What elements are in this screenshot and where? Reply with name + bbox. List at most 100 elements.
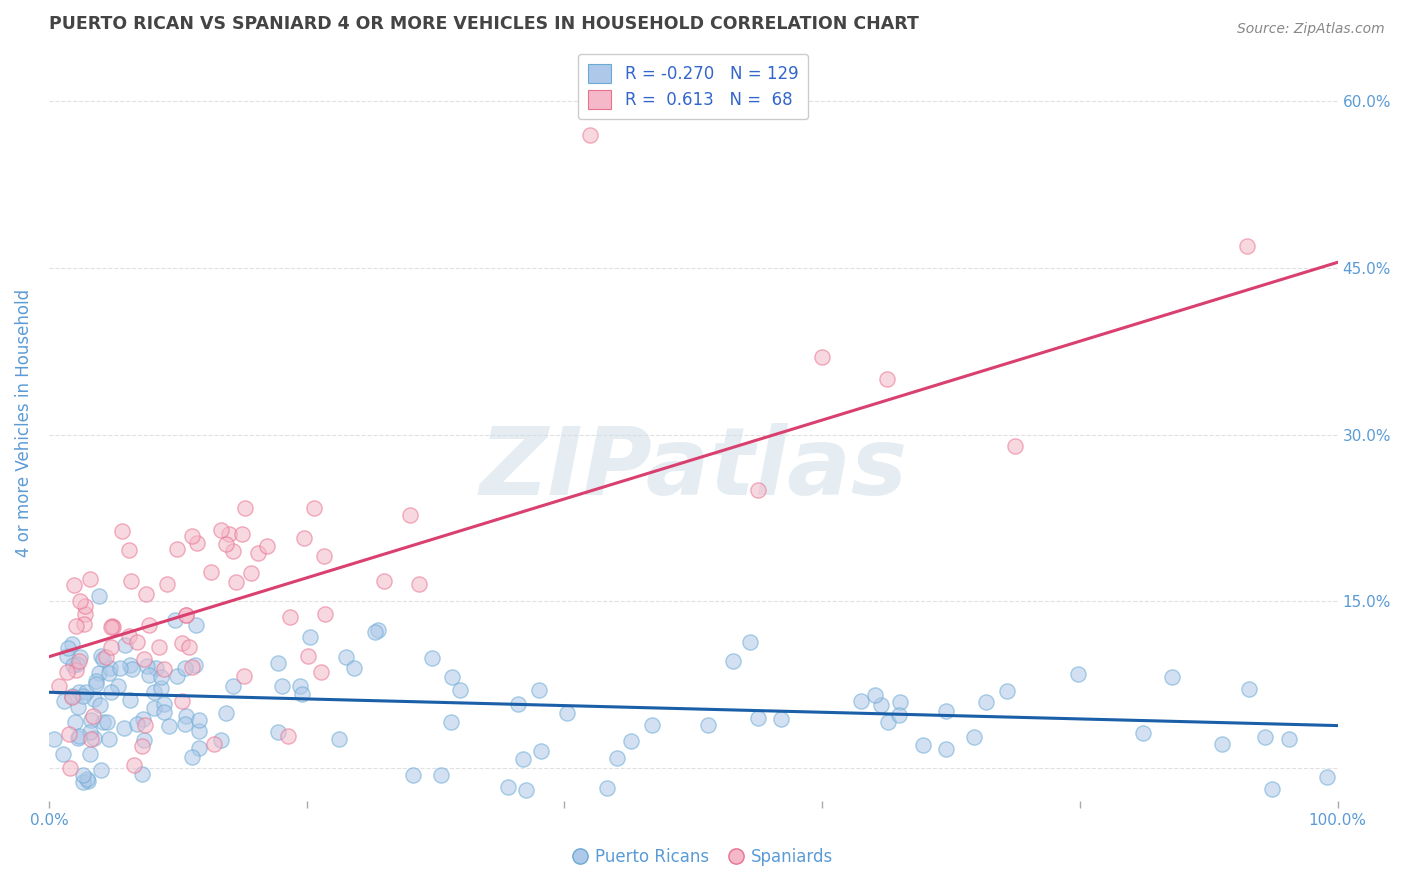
Point: [112, 721, 135, 735]
Point: [512, 752, 534, 766]
Point: [420, 651, 443, 665]
Point: [63, 578, 86, 592]
Point: [65, 663, 87, 677]
Point: [101, 619, 124, 633]
Point: [58, 727, 80, 741]
Point: [202, 737, 225, 751]
Point: [181, 660, 204, 674]
Point: [174, 661, 197, 675]
Point: [60, 689, 83, 703]
Point: [299, 630, 322, 644]
Point: [876, 372, 898, 386]
Point: [79, 572, 101, 586]
Point: [997, 683, 1019, 698]
Point: [56, 665, 79, 679]
Point: [170, 636, 193, 650]
Point: [963, 730, 986, 744]
Point: [174, 717, 197, 731]
Point: [170, 694, 193, 708]
Point: [62, 658, 84, 673]
Point: [1004, 439, 1026, 453]
Point: [90, 763, 112, 777]
Point: [153, 697, 176, 711]
Point: [181, 529, 204, 543]
Point: [69, 594, 91, 608]
Point: [596, 780, 619, 795]
Point: [145, 661, 167, 675]
Point: [166, 542, 188, 557]
Point: [60, 690, 83, 705]
Point: [231, 527, 253, 541]
Point: [180, 749, 202, 764]
Point: [142, 701, 165, 715]
Point: [1239, 681, 1261, 696]
Point: [111, 524, 134, 538]
Point: [769, 712, 792, 726]
Point: [288, 679, 311, 693]
Point: [73, 599, 96, 613]
Point: [56, 640, 79, 655]
Point: [209, 732, 232, 747]
Point: [174, 608, 197, 623]
Point: [1254, 730, 1277, 744]
Point: [91, 715, 114, 730]
Point: [1261, 782, 1284, 797]
Point: [120, 574, 142, 588]
Point: [56, 649, 79, 664]
Point: [91, 652, 114, 666]
Point: [132, 733, 155, 747]
Point: [67, 654, 90, 668]
Point: [367, 624, 389, 638]
Point: [188, 713, 211, 727]
Point: [157, 719, 180, 733]
Point: [408, 577, 430, 591]
Point: [125, 717, 148, 731]
Point: [135, 659, 157, 673]
Point: [66, 657, 89, 671]
Point: [877, 714, 900, 729]
Point: [184, 658, 207, 673]
Text: ZIPatlas: ZIPatlas: [479, 423, 907, 515]
Point: [222, 679, 245, 693]
Point: [76, 772, 98, 787]
Point: [974, 695, 997, 709]
Point: [312, 549, 335, 563]
Point: [233, 669, 256, 683]
Point: [79, 724, 101, 739]
Point: [402, 768, 425, 782]
Point: [165, 613, 187, 627]
Point: [72, 775, 94, 789]
Point: [101, 620, 124, 634]
Point: [209, 524, 232, 538]
Point: [65, 618, 87, 632]
Point: [555, 706, 578, 720]
Point: [150, 681, 173, 696]
Point: [297, 649, 319, 664]
Point: [277, 729, 299, 743]
Point: [52, 694, 75, 708]
Point: [1161, 670, 1184, 684]
Point: [343, 661, 366, 675]
Point: [75, 607, 97, 622]
Point: [82, 709, 104, 723]
Point: [870, 698, 893, 712]
Point: [79, 747, 101, 762]
Point: [52, 747, 75, 761]
Point: [247, 546, 270, 560]
Point: [1211, 737, 1233, 751]
Point: [174, 709, 197, 723]
Point: [449, 683, 471, 698]
Point: [863, 688, 886, 702]
Point: [747, 483, 769, 497]
Point: [373, 574, 395, 588]
Point: [100, 620, 122, 634]
Point: [889, 708, 911, 723]
Point: [98, 665, 121, 680]
Point: [222, 544, 245, 558]
Point: [83, 731, 105, 745]
Point: [271, 679, 294, 693]
Point: [121, 662, 143, 676]
Point: [291, 687, 314, 701]
Point: [100, 640, 122, 655]
Point: [143, 685, 166, 699]
